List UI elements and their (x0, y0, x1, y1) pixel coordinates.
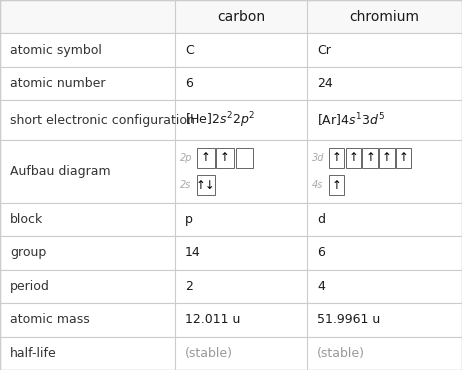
Text: ↑: ↑ (201, 151, 211, 164)
Text: 6: 6 (185, 77, 193, 90)
Text: 4: 4 (317, 280, 325, 293)
Text: ↑↓: ↑↓ (196, 179, 216, 192)
Text: ↑: ↑ (220, 151, 230, 164)
Text: half-life: half-life (10, 347, 57, 360)
Bar (329, 148, 345, 168)
Bar (236, 148, 253, 168)
Text: [Ar]4$s^1$3$d^5$: [Ar]4$s^1$3$d^5$ (317, 111, 385, 129)
Bar (362, 148, 378, 168)
Text: carbon: carbon (217, 10, 265, 24)
Text: group: group (10, 246, 46, 259)
Text: atomic number: atomic number (10, 77, 105, 90)
Text: ↑: ↑ (332, 151, 342, 164)
Text: 51.9961 u: 51.9961 u (317, 313, 380, 326)
Text: ↑: ↑ (399, 151, 408, 164)
Text: atomic symbol: atomic symbol (10, 44, 102, 57)
Bar (346, 148, 361, 168)
Bar (0, 100, 462, 140)
Bar (0, 337, 462, 370)
Text: 14: 14 (185, 246, 201, 259)
Text: 2p: 2p (180, 152, 193, 163)
Bar (0, 236, 462, 270)
Bar (0, 303, 462, 337)
Text: p: p (185, 213, 193, 226)
Text: 6: 6 (317, 246, 325, 259)
Text: 3d: 3d (312, 152, 324, 163)
Text: 12.011 u: 12.011 u (185, 313, 240, 326)
Text: chromium: chromium (349, 10, 419, 24)
Bar (0, 67, 462, 100)
Bar (329, 175, 345, 195)
Text: C: C (185, 44, 194, 57)
Text: ↑: ↑ (332, 179, 342, 192)
Bar (0, 0, 462, 33)
Text: (stable): (stable) (185, 347, 233, 360)
Text: 2s: 2s (180, 180, 191, 190)
Text: Cr: Cr (317, 44, 331, 57)
Text: atomic mass: atomic mass (10, 313, 90, 326)
Text: ↑: ↑ (382, 151, 392, 164)
Bar (197, 148, 214, 168)
Text: 4s: 4s (312, 180, 323, 190)
Text: [He]2$s^2$2$p^2$: [He]2$s^2$2$p^2$ (185, 110, 255, 130)
Bar (0, 203, 462, 236)
Bar (0, 270, 462, 303)
Bar (379, 148, 395, 168)
Text: (stable): (stable) (317, 347, 365, 360)
Text: 24: 24 (317, 77, 333, 90)
Bar (0, 33, 462, 67)
Bar (216, 148, 234, 168)
Bar (197, 175, 214, 195)
Text: ↑: ↑ (348, 151, 359, 164)
Text: block: block (10, 213, 43, 226)
Text: 2: 2 (185, 280, 193, 293)
Text: ↑: ↑ (365, 151, 375, 164)
Bar (0, 140, 462, 203)
Text: d: d (317, 213, 325, 226)
Bar (396, 148, 411, 168)
Text: period: period (10, 280, 50, 293)
Text: short electronic configuration: short electronic configuration (10, 114, 195, 127)
Text: Aufbau diagram: Aufbau diagram (10, 165, 110, 178)
